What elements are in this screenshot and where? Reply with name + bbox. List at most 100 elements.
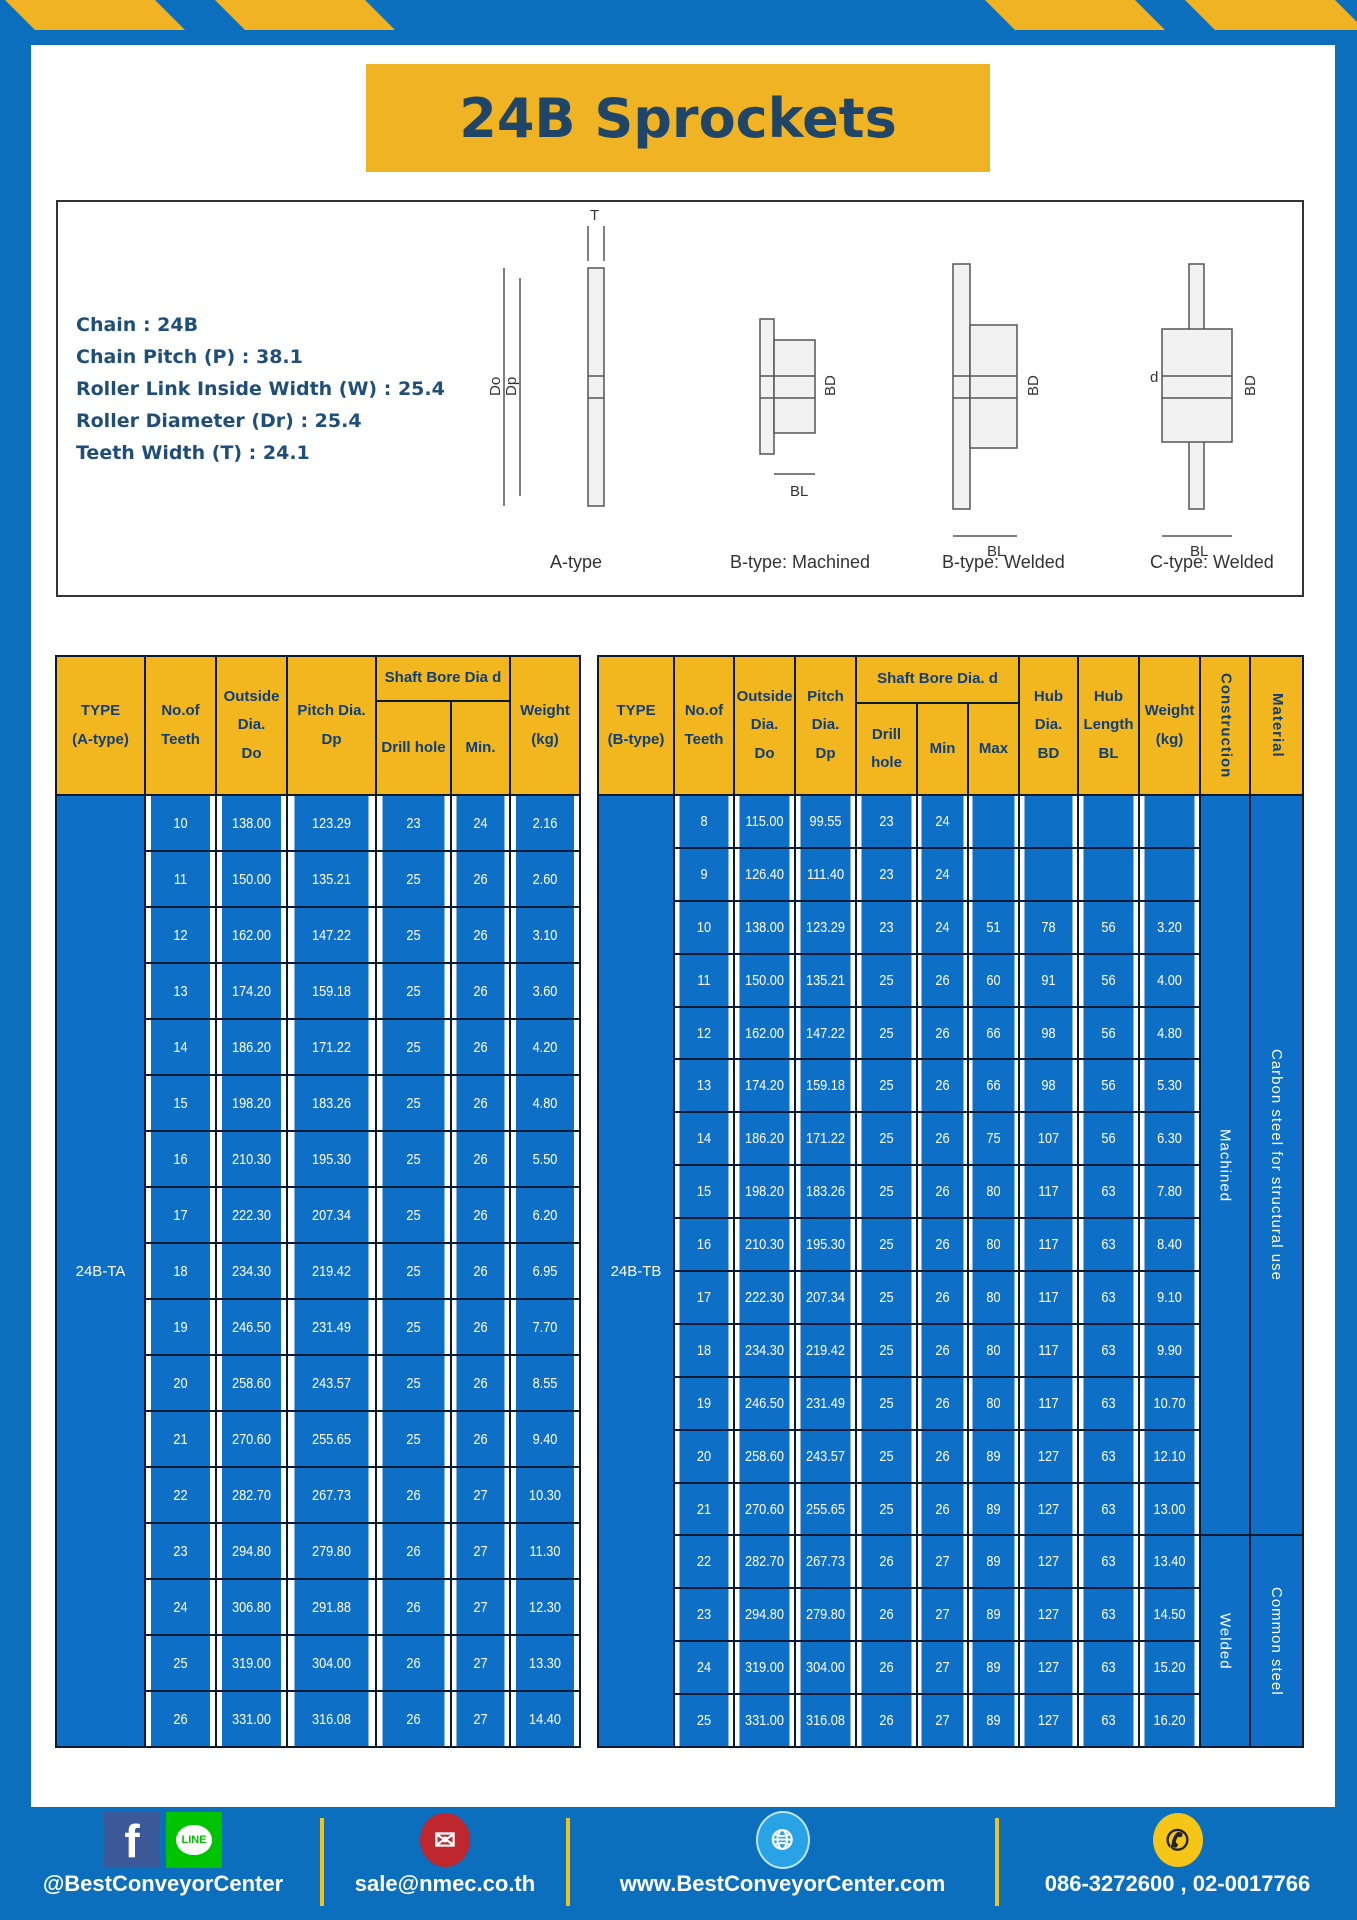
weight-cell: 13.40 — [1142, 1534, 1197, 1590]
drill-hole-cell: 25 — [859, 1005, 914, 1061]
a-type-plate — [587, 267, 605, 507]
min-bore-cell: 27 — [454, 1522, 507, 1580]
weight-cell — [1142, 794, 1197, 849]
outside-dia-cell: 222.30 — [220, 1186, 283, 1244]
teeth-cell: 25 — [149, 1634, 212, 1692]
teeth-cell: 15 — [149, 1074, 212, 1132]
footer-separator — [995, 1818, 999, 1906]
footer-phone[interactable]: ✆ 086-3272600 , 02-0017766 — [1005, 1807, 1350, 1920]
footer-website[interactable]: 🌐︎ www.BestConveyorCenter.com — [580, 1807, 985, 1920]
table-row: 19 246.50 231.49 25 26 80 117 63 10.70 — [598, 1375, 1303, 1431]
outside-dia-cell: 222.30 — [737, 1270, 792, 1325]
hub-length-cell: 63 — [1081, 1481, 1136, 1537]
outside-dia-cell: 331.00 — [220, 1690, 283, 1748]
outside-dia-cell: 319.00 — [737, 1640, 792, 1696]
drill-hole-cell: 25 — [380, 1074, 447, 1132]
outside-dia-cell: 234.30 — [220, 1242, 283, 1300]
pitch-dia-cell: 219.42 — [798, 1322, 853, 1378]
pitch-dia-cell: 195.30 — [292, 1130, 371, 1188]
teeth-cell: 12 — [677, 1005, 731, 1061]
weight-cell: 3.60 — [514, 962, 576, 1020]
hub-dia-cell: 78 — [1022, 899, 1075, 955]
weight-cell: 11.30 — [514, 1522, 576, 1580]
table-row: 12 162.00 147.22 25 26 66 98 56 4.80 — [598, 1005, 1303, 1061]
pitch-dia-cell: 123.29 — [798, 899, 853, 955]
pitch-dia-cell: 291.88 — [292, 1578, 371, 1636]
min-bore-cell: 26 — [919, 1111, 966, 1167]
teeth-cell: 11 — [677, 952, 731, 1008]
line-icon[interactable]: LINE — [166, 1812, 222, 1868]
email-address[interactable]: sale@nmec.co.th — [354, 1871, 536, 1896]
header-shaft-bore: Shaft Bore Dia d — [375, 655, 511, 702]
teeth-cell: 12 — [149, 906, 212, 964]
drill-hole-cell: 25 — [859, 1164, 914, 1220]
teeth-cell: 9 — [677, 846, 731, 902]
weight-cell: 12.30 — [514, 1578, 576, 1636]
outside-dia-cell: 294.80 — [737, 1587, 792, 1643]
pitch-dia-cell: 304.00 — [798, 1640, 853, 1696]
drill-hole-cell: 25 — [380, 850, 447, 908]
phone-numbers[interactable]: 086-3272600 , 02-0017766 — [1044, 1871, 1311, 1896]
outside-dia-cell: 282.70 — [737, 1534, 792, 1590]
dim-do: Do — [490, 377, 504, 396]
outside-dia-cell: 270.60 — [737, 1481, 792, 1537]
max-bore-cell: 89 — [970, 1428, 1017, 1484]
drill-hole-cell: 23 — [859, 899, 914, 955]
teeth-cell: 17 — [677, 1270, 731, 1325]
max-bore-cell: 80 — [970, 1322, 1017, 1378]
outside-dia-cell: 234.30 — [737, 1322, 792, 1378]
weight-cell: 5.30 — [1142, 1058, 1197, 1114]
header-min: Min. — [450, 700, 511, 796]
table-row: 23 294.80 279.80 26 27 89 127 63 14.50 — [598, 1587, 1303, 1643]
hub-dia-cell: 117 — [1022, 1270, 1075, 1325]
table-row: 13 174.20 159.18 25 26 66 98 56 5.30 — [598, 1058, 1303, 1114]
hazard-stripe — [215, 0, 395, 30]
pitch-dia-cell: 316.08 — [798, 1693, 853, 1749]
table-row: 16 210.30 195.30 25 26 80 117 63 8.40 — [598, 1217, 1303, 1273]
label-a-type: A-type — [550, 552, 602, 572]
max-bore-cell: 89 — [970, 1481, 1017, 1537]
teeth-cell: 10 — [677, 899, 731, 955]
min-bore-cell: 27 — [919, 1587, 966, 1643]
max-bore-cell: 89 — [970, 1693, 1017, 1749]
phone-icon: ✆ — [1152, 1813, 1203, 1867]
teeth-cell: 19 — [677, 1375, 731, 1431]
footer-email[interactable]: ✉ sale@nmec.co.th — [330, 1807, 560, 1920]
teeth-cell: 22 — [149, 1466, 212, 1524]
facebook-icon[interactable]: f — [104, 1812, 160, 1868]
min-bore-cell: 26 — [919, 1375, 966, 1431]
social-handle[interactable]: @BestConveyorCenter — [42, 1871, 284, 1896]
min-bore-cell: 26 — [919, 1481, 966, 1537]
drill-hole-cell: 26 — [859, 1534, 914, 1590]
label-b-machined: B-type: Machined — [730, 552, 870, 572]
min-bore-cell: 26 — [454, 1130, 507, 1188]
weight-cell: 9.40 — [514, 1410, 576, 1468]
max-bore-cell: 89 — [970, 1640, 1017, 1696]
dim-bd: BD — [822, 375, 839, 396]
hub-dia-cell: 127 — [1022, 1587, 1075, 1643]
hub-dia-cell: 91 — [1022, 952, 1075, 1008]
drill-hole-cell: 25 — [859, 1428, 914, 1484]
pitch-dia-cell: 279.80 — [798, 1587, 853, 1643]
drill-hole-cell: 26 — [859, 1640, 914, 1696]
teeth-cell: 10 — [149, 794, 212, 852]
footer-social[interactable]: f LINE @BestConveyorCenter — [18, 1807, 308, 1920]
hub-length-cell: 56 — [1081, 952, 1136, 1008]
spec-inside-width: Roller Link Inside Width (W) : 25.4 — [76, 378, 445, 400]
min-bore-cell: 24 — [919, 846, 966, 902]
outside-dia-cell: 162.00 — [220, 906, 283, 964]
pitch-dia-cell: 255.65 — [798, 1481, 853, 1537]
max-bore-cell: 66 — [970, 1005, 1017, 1061]
website-link[interactable]: www.BestConveyorCenter.com — [619, 1871, 946, 1896]
outside-dia-cell: 198.20 — [737, 1164, 792, 1220]
header-drill-hole: Drill hole — [375, 700, 452, 796]
header-construction: Construction — [1199, 655, 1251, 796]
max-bore-cell: 89 — [970, 1534, 1017, 1590]
table-row: 12 162.00 147.22 25 26 3.10 — [56, 906, 580, 964]
drill-hole-cell: 25 — [859, 1375, 914, 1431]
outside-dia-cell: 331.00 — [737, 1693, 792, 1749]
min-bore-cell: 26 — [454, 1186, 507, 1244]
weight-cell: 2.16 — [514, 794, 576, 852]
pitch-dia-cell: 183.26 — [798, 1164, 853, 1220]
table-row: 24 319.00 304.00 26 27 89 127 63 15.20 — [598, 1640, 1303, 1696]
